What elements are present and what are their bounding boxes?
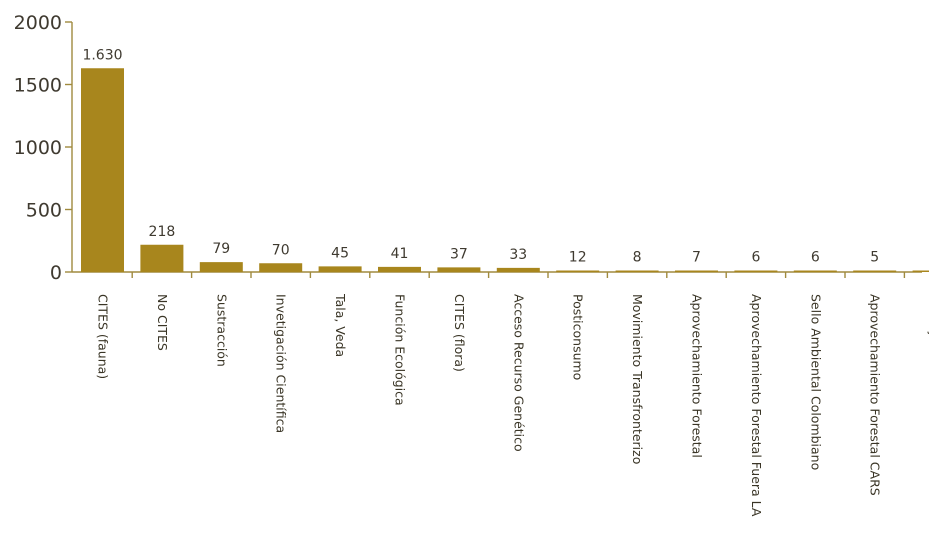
chart-axes: 0 500 1000 1500 2000 bbox=[14, 12, 922, 284]
bar bbox=[556, 270, 600, 272]
category-label: CITES (fauna) bbox=[96, 294, 111, 379]
category-label: Aprovechamiento Forestal bbox=[690, 294, 705, 458]
data-label: 37 bbox=[450, 246, 468, 262]
category-label: Aprovechamiento Forestal Fuera LA bbox=[749, 294, 764, 517]
chart-category-labels: CITES (fauna) No CITES Sustracción Invetiga… bbox=[96, 293, 929, 517]
category-label: Invetigación Científica bbox=[274, 294, 289, 433]
data-label: 12 bbox=[569, 250, 587, 266]
data-label: 5 bbox=[870, 250, 879, 266]
bar bbox=[912, 270, 929, 272]
category-label: CITES (flora) bbox=[452, 294, 467, 372]
bar bbox=[793, 270, 837, 272]
data-label: 79 bbox=[212, 241, 230, 257]
data-label: 33 bbox=[509, 247, 527, 263]
category-label: Sustracción bbox=[214, 294, 229, 367]
y-tick-label: 500 bbox=[26, 200, 62, 222]
bar bbox=[259, 263, 303, 272]
data-label: 218 bbox=[149, 224, 176, 240]
category-label: Posticonsumo bbox=[571, 294, 586, 380]
category-label: Tala, Veda bbox=[333, 293, 348, 357]
category-label: Sello Ambiental Colombiano bbox=[808, 294, 823, 470]
data-label: 8 bbox=[633, 250, 642, 266]
category-label: Acceso Recurso Genético bbox=[511, 294, 526, 452]
data-label: 6 bbox=[751, 250, 760, 266]
data-label: 6 bbox=[811, 250, 820, 266]
y-tick-label: 1500 bbox=[14, 75, 62, 97]
bar bbox=[318, 266, 362, 272]
category-label: No CITES bbox=[155, 294, 170, 351]
category-label: Marcaje Electrónico bbox=[927, 294, 929, 416]
bar bbox=[675, 270, 718, 272]
bar bbox=[615, 270, 659, 272]
chart-data-labels: 1.63021879704541373312876651 bbox=[82, 47, 879, 266]
bar bbox=[140, 244, 184, 272]
category-label: Aprovechamiento Forestal CARS bbox=[868, 294, 883, 496]
bar bbox=[734, 270, 778, 272]
y-tick-label: 2000 bbox=[14, 12, 62, 34]
category-label: Función Ecológica bbox=[393, 294, 408, 406]
data-label: 1.630 bbox=[82, 47, 122, 63]
category-label: Movimiento Transfronterizo bbox=[630, 294, 645, 464]
bar bbox=[437, 267, 481, 272]
data-label: 7 bbox=[692, 250, 701, 266]
chart-bars bbox=[81, 68, 929, 272]
bar bbox=[81, 68, 124, 272]
y-tick-label: 1000 bbox=[14, 137, 62, 159]
data-label: 41 bbox=[391, 246, 409, 262]
bar bbox=[378, 266, 421, 272]
y-tick-label: 0 bbox=[50, 262, 62, 284]
data-label: 45 bbox=[331, 245, 349, 261]
bar bbox=[853, 270, 897, 272]
bar bbox=[199, 262, 243, 272]
data-label: 70 bbox=[272, 242, 290, 258]
bar bbox=[496, 267, 540, 272]
